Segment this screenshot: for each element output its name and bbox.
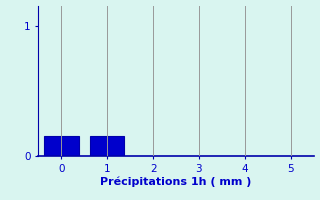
X-axis label: Précipitations 1h ( mm ): Précipitations 1h ( mm ) xyxy=(100,176,252,187)
Bar xyxy=(90,136,124,156)
Bar xyxy=(44,136,78,156)
